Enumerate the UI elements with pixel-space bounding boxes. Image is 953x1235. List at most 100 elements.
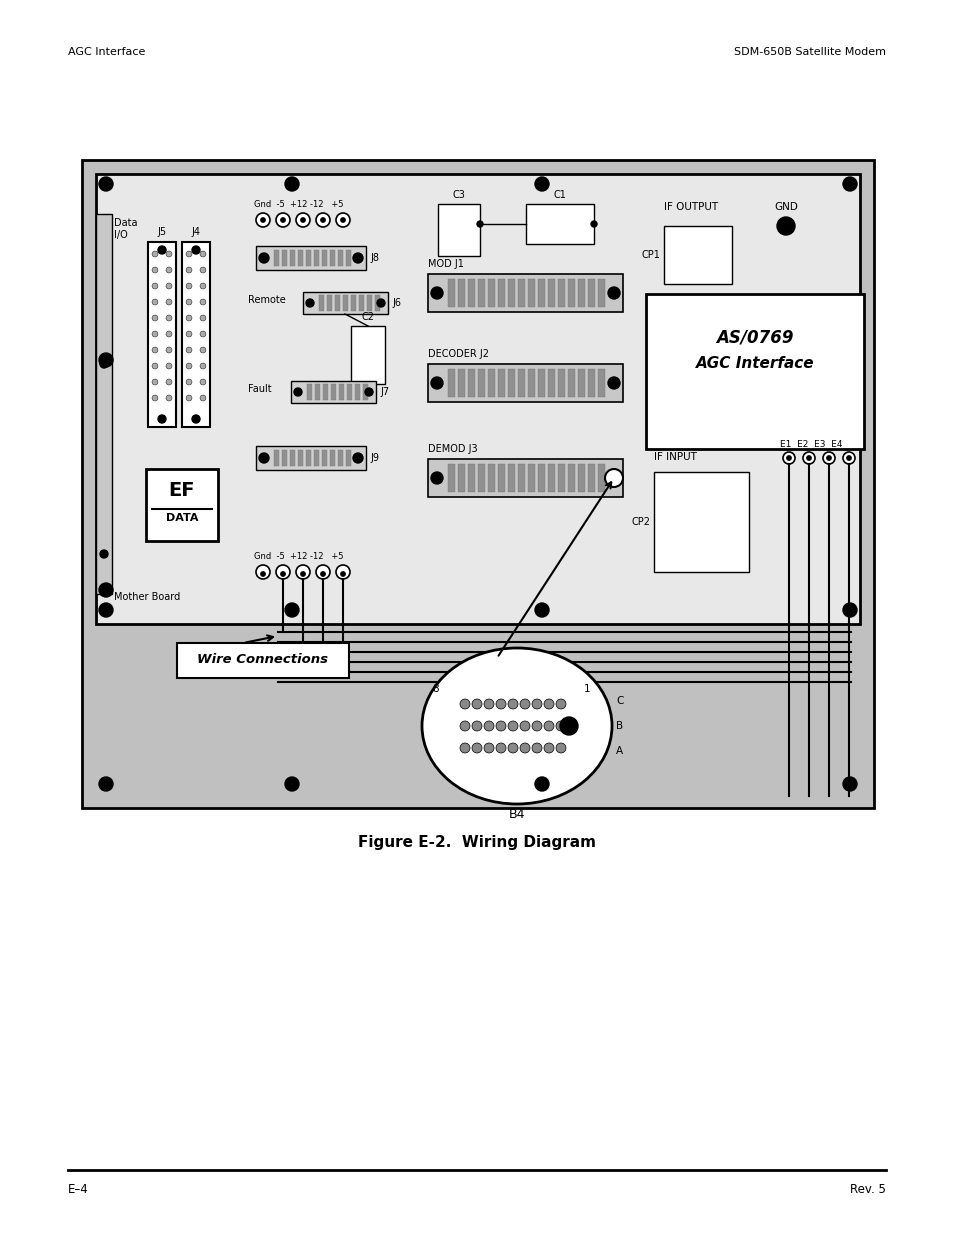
- Bar: [477, 369, 484, 396]
- Circle shape: [99, 177, 112, 191]
- Circle shape: [472, 699, 481, 709]
- Bar: [517, 279, 524, 308]
- Circle shape: [340, 217, 345, 222]
- Circle shape: [320, 217, 325, 222]
- Circle shape: [507, 721, 517, 731]
- Circle shape: [842, 603, 856, 618]
- Circle shape: [376, 299, 385, 308]
- Circle shape: [607, 472, 619, 484]
- Text: Gnd  -5  +12 -12   +5: Gnd -5 +12 -12 +5: [253, 200, 343, 209]
- Circle shape: [186, 379, 192, 385]
- Circle shape: [532, 721, 541, 731]
- Circle shape: [285, 177, 298, 191]
- Bar: [517, 369, 524, 396]
- Circle shape: [285, 603, 298, 618]
- Circle shape: [158, 246, 166, 254]
- Bar: [274, 249, 278, 266]
- Bar: [282, 249, 287, 266]
- Text: GND: GND: [773, 203, 797, 212]
- Text: C3: C3: [452, 190, 465, 200]
- Bar: [558, 279, 564, 308]
- Text: A: A: [616, 746, 622, 756]
- Bar: [507, 369, 515, 396]
- Bar: [567, 369, 575, 396]
- Bar: [307, 384, 312, 400]
- Circle shape: [483, 743, 494, 753]
- Circle shape: [519, 743, 530, 753]
- Bar: [525, 204, 594, 245]
- Circle shape: [152, 395, 158, 401]
- Circle shape: [476, 221, 482, 227]
- Circle shape: [200, 251, 206, 257]
- Circle shape: [186, 331, 192, 337]
- Text: 1: 1: [583, 684, 589, 694]
- Circle shape: [543, 743, 554, 753]
- Bar: [303, 291, 388, 314]
- Circle shape: [280, 572, 285, 577]
- Text: Figure E-2.  Wiring Diagram: Figure E-2. Wiring Diagram: [357, 835, 596, 850]
- Bar: [578, 279, 584, 308]
- Circle shape: [99, 583, 112, 597]
- Circle shape: [166, 347, 172, 353]
- Bar: [457, 279, 464, 308]
- Circle shape: [166, 315, 172, 321]
- Circle shape: [459, 699, 470, 709]
- Bar: [448, 369, 455, 396]
- Bar: [318, 295, 324, 311]
- Circle shape: [166, 363, 172, 369]
- Bar: [428, 459, 622, 496]
- Bar: [96, 214, 112, 594]
- Circle shape: [353, 453, 363, 463]
- Bar: [314, 384, 319, 400]
- Circle shape: [186, 283, 192, 289]
- Circle shape: [459, 743, 470, 753]
- Circle shape: [99, 353, 112, 367]
- Text: AGC Interface: AGC Interface: [695, 356, 814, 370]
- Bar: [587, 464, 595, 492]
- Text: B: B: [616, 721, 622, 731]
- Text: E1  E2  E3  E4: E1 E2 E3 E4: [780, 440, 841, 450]
- Circle shape: [805, 456, 811, 461]
- Bar: [322, 450, 327, 466]
- Text: IF OUTPUT: IF OUTPUT: [663, 203, 718, 212]
- Circle shape: [99, 603, 112, 618]
- Bar: [323, 384, 328, 400]
- Circle shape: [559, 718, 578, 735]
- Circle shape: [200, 363, 206, 369]
- Circle shape: [431, 472, 442, 484]
- Circle shape: [166, 395, 172, 401]
- Text: Data
I/O: Data I/O: [113, 219, 137, 240]
- Circle shape: [258, 453, 269, 463]
- Circle shape: [295, 564, 310, 579]
- Circle shape: [100, 359, 108, 368]
- Circle shape: [100, 550, 108, 558]
- Circle shape: [294, 388, 302, 396]
- Circle shape: [186, 267, 192, 273]
- Text: C: C: [616, 697, 622, 706]
- Circle shape: [472, 721, 481, 731]
- Bar: [274, 450, 278, 466]
- Circle shape: [825, 456, 831, 461]
- Circle shape: [200, 347, 206, 353]
- Text: J7: J7: [379, 387, 389, 396]
- Text: Rev. 5: Rev. 5: [849, 1183, 885, 1195]
- Circle shape: [335, 212, 350, 227]
- Circle shape: [300, 572, 305, 577]
- Circle shape: [607, 377, 619, 389]
- Circle shape: [200, 283, 206, 289]
- Circle shape: [607, 287, 619, 299]
- Bar: [488, 279, 495, 308]
- Bar: [322, 249, 327, 266]
- Bar: [567, 279, 575, 308]
- Bar: [457, 369, 464, 396]
- Text: AGC Interface: AGC Interface: [68, 47, 145, 57]
- Circle shape: [340, 572, 345, 577]
- Circle shape: [280, 217, 285, 222]
- Circle shape: [496, 699, 505, 709]
- Text: AS/0769: AS/0769: [716, 329, 793, 347]
- Text: MOD J1: MOD J1: [428, 259, 463, 269]
- Bar: [335, 295, 339, 311]
- Circle shape: [335, 564, 350, 579]
- Bar: [255, 446, 366, 471]
- Circle shape: [152, 299, 158, 305]
